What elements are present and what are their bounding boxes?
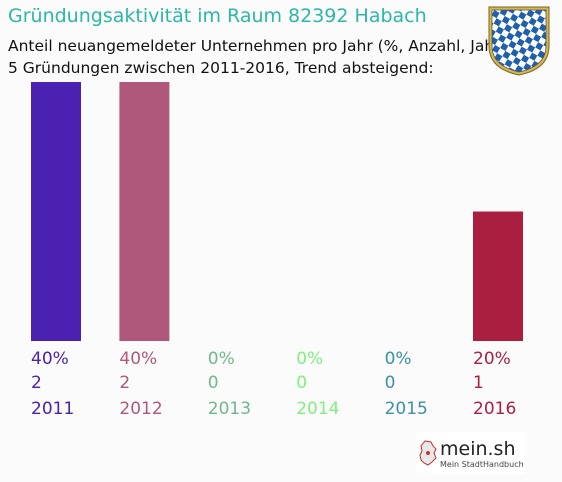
percent-label-2011: 40% <box>31 349 69 369</box>
percent-label-2014: 0% <box>296 349 323 369</box>
logo-subtext: Mein StadtHandbuch <box>440 460 524 469</box>
count-label-2012: 2 <box>119 373 130 393</box>
subtitle-line-2: 5 Gründungen zwischen 2011-2016, Trend a… <box>8 59 434 77</box>
year-label-2012: 2012 <box>119 399 162 419</box>
chart-title: Gründungsaktivität im Raum 82392 Habach <box>8 5 427 27</box>
bar-2012 <box>119 82 170 341</box>
count-label-2016: 1 <box>473 373 484 393</box>
percent-label-2013: 0% <box>208 349 235 369</box>
percent-label-2016: 20% <box>473 349 511 369</box>
logo-text: mein.sh <box>440 438 516 460</box>
count-label-2011: 2 <box>31 373 42 393</box>
year-label-2011: 2011 <box>31 399 74 419</box>
year-label-2015: 2015 <box>385 399 428 419</box>
year-label-2013: 2013 <box>208 399 251 419</box>
subtitle-line-1: Anteil neuangemeldeter Unternehmen pro J… <box>8 37 507 55</box>
germany-map-icon <box>419 440 437 466</box>
percent-label-2012: 40% <box>119 349 157 369</box>
year-label-2014: 2014 <box>296 399 339 419</box>
chart-subtitle: Anteil neuangemeldeter Unternehmen pro J… <box>8 35 507 79</box>
count-label-2013: 0 <box>208 373 219 393</box>
bavarian-coat-of-arms-icon <box>488 6 550 76</box>
mein-sh-logo[interactable]: mein.sh Mein StadtHandbuch <box>416 432 526 474</box>
year-label-2016: 2016 <box>473 399 516 419</box>
count-label-2015: 0 <box>385 373 396 393</box>
bar-2016 <box>473 211 523 341</box>
bar-2011 <box>31 82 81 341</box>
percent-label-2015: 0% <box>385 349 412 369</box>
count-label-2014: 0 <box>296 373 307 393</box>
